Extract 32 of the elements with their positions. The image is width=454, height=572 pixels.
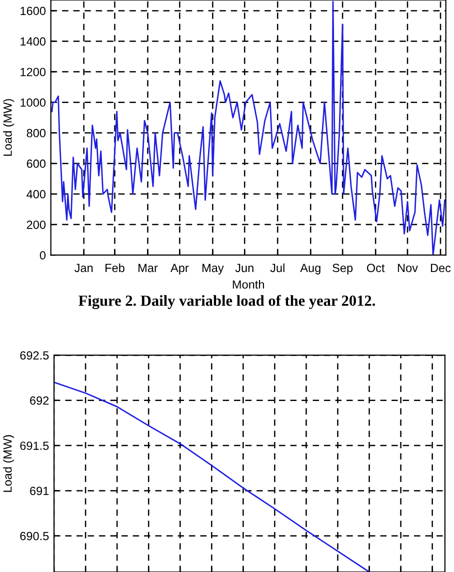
x-tick-label: Sep [332,264,353,274]
x-tick-label: Dec [430,264,451,272]
x-tick-label: Aug [300,264,320,274]
y-tick-label: 600 [26,159,46,168]
y-tick-label: 691.5 [20,442,49,450]
y-tick-label: 0 [40,251,46,260]
y-tick-label: 800 [26,128,46,138]
y-tick-label: 400 [26,190,46,198]
x-tick-label: Mar [138,264,158,272]
y-axis-title: Load (MW) [3,435,14,492]
x-tick-label: May [202,264,224,274]
x-axis-title: Month [232,280,264,289]
y-tick-label: 1000 [20,98,46,107]
x-tick-label: Jun [235,264,254,272]
y-tick-label: 200 [26,220,46,229]
x-tick-label: Apr [170,264,189,274]
y-tick-label: 690.5 [20,532,49,540]
x-tick-label: Feb [106,263,124,272]
y-tick-label: 692.5 [20,351,49,360]
y-tick-label: 1200 [20,68,46,76]
y-tick-label: 691 [30,486,49,496]
line-series [54,382,370,572]
y-tick-label: 692 [30,396,49,405]
line-series [51,0,446,256]
y-tick-label: 1400 [20,37,46,46]
x-tick-label: Jan [74,264,93,272]
caption: Figure 2. Daily variable load of the year 2012. [78,294,375,310]
x-tick-label: Jul [270,263,284,272]
x-tick-label: Nov [398,264,418,272]
y-tick-label: 1600 [20,6,46,16]
x-tick-label: Oct [366,264,385,272]
y-axis-title: Load (MW) [3,99,14,156]
